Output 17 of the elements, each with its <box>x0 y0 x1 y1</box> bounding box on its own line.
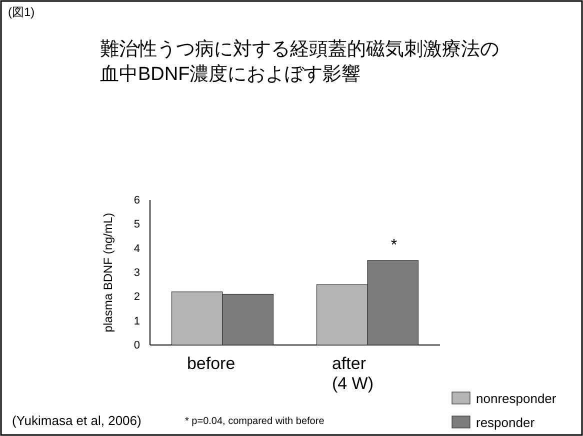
y-tick-label: 0 <box>134 340 140 352</box>
y-tick-label: 1 <box>134 315 140 328</box>
x-tick-label: after (4 W) <box>332 354 374 393</box>
text: * p=0.04, compared with before <box>185 416 325 427</box>
annotation: * <box>390 237 398 254</box>
y-tick-label: 3 <box>134 267 140 280</box>
y-tick-label: 2 <box>134 291 140 304</box>
y-tick-label: 4 <box>134 242 140 255</box>
legend-label: responder <box>476 415 536 430</box>
legend-label: nonresponder <box>476 391 557 406</box>
y-axis-title: plasma BDNF (ng/mL) <box>101 212 115 332</box>
x-tick-label: before <box>186 354 236 373</box>
text: (Yukimasa et al, 2006) <box>12 413 142 428</box>
y-tick-label: 5 <box>134 218 140 231</box>
chart-title: 難治性うつ病に対する経頭蓋的磁気刺激療法の血中BDNF濃度におよぼす影響 <box>100 38 499 85</box>
text: (図1) <box>8 5 35 19</box>
y-tick-label: 6 <box>134 194 140 207</box>
